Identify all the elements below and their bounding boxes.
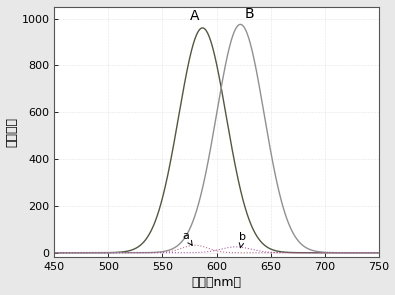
Y-axis label: 荆光强度: 荆光强度 <box>6 117 19 147</box>
Text: a: a <box>183 232 192 245</box>
Text: B: B <box>244 7 254 21</box>
Text: A: A <box>190 9 199 23</box>
X-axis label: 波长（nm）: 波长（nm） <box>192 276 241 289</box>
Text: b: b <box>239 232 246 248</box>
